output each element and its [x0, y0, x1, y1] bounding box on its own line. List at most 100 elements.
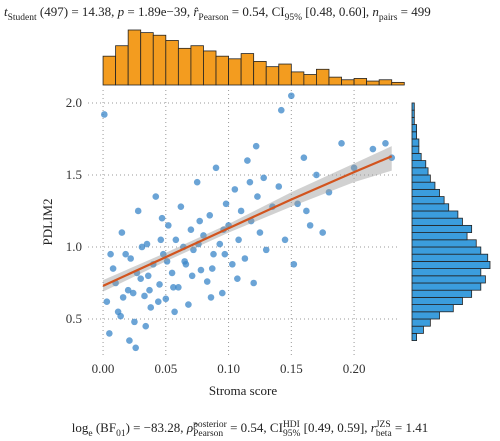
point: [234, 275, 241, 282]
x-tick-label: 0.00: [92, 361, 115, 376]
text-part: n: [372, 4, 379, 19]
text-part: = 0.54, CI: [228, 4, 284, 19]
point: [187, 226, 195, 234]
text-part: p: [117, 4, 125, 19]
text-part: 01: [116, 429, 126, 439]
y-histogram-bar: [411, 188, 440, 197]
point: [129, 289, 137, 297]
y-histogram-bar: [411, 296, 463, 305]
point: [157, 236, 165, 244]
text-part: beta: [376, 429, 393, 439]
point: [109, 265, 117, 272]
y-histogram-bar: [411, 246, 482, 255]
point: [350, 164, 358, 172]
point: [303, 207, 310, 215]
x-tick-label: 0.15: [280, 361, 303, 376]
x-histogram-bar: [203, 50, 217, 86]
text-part: (BF: [93, 420, 116, 435]
y-histogram-bar: [411, 109, 415, 118]
text-part: = 0.54, CI: [227, 420, 283, 435]
text-part: r̂: [193, 4, 199, 19]
x-histogram-bar: [278, 63, 292, 86]
point: [222, 200, 230, 208]
point: [127, 255, 134, 262]
point: [207, 294, 215, 301]
point: [206, 211, 214, 219]
text-part: Pearson: [198, 13, 228, 23]
text-part: log: [72, 420, 89, 435]
text-part: JZS: [376, 420, 391, 430]
text-part: (497) = 14.38,: [37, 4, 118, 19]
y-histogram-bar: [411, 174, 431, 183]
y-histogram-bar: [411, 282, 482, 291]
x-histogram-bar: [341, 79, 355, 86]
point: [300, 154, 308, 161]
point: [216, 240, 224, 248]
y-histogram-bar: [411, 253, 489, 262]
y-histogram-bar: [411, 275, 486, 284]
point: [313, 171, 320, 179]
point: [319, 229, 326, 236]
point: [171, 308, 178, 316]
x-histogram-bar: [290, 71, 305, 86]
point: [126, 337, 133, 344]
x-histogram-bar: [253, 61, 267, 86]
x-histogram-bar: [165, 40, 179, 86]
point: [168, 269, 176, 277]
point: [229, 260, 236, 268]
text-part: Student: [8, 13, 37, 23]
point: [196, 217, 204, 225]
y-histogram-bar: [411, 145, 420, 154]
y-histogram-bar: [411, 116, 415, 125]
y-histogram-bar: [411, 311, 440, 320]
point: [106, 330, 113, 337]
point: [237, 207, 245, 215]
point: [147, 304, 155, 311]
point: [101, 111, 108, 118]
text-part: [0.49, 0.59],: [300, 420, 370, 435]
y-histogram-bar: [411, 210, 459, 219]
x-histogram-bar: [115, 45, 129, 86]
text-part: 95%: [285, 13, 303, 23]
point: [137, 275, 145, 282]
y-axis-label: PDLIM2: [40, 199, 55, 246]
x-histogram-bar: [177, 47, 192, 86]
x-histogram-bar: [378, 79, 393, 86]
x-tick-label: 0.10: [217, 361, 240, 376]
point: [188, 272, 196, 280]
y-histogram-bar: [411, 304, 454, 313]
point: [250, 279, 257, 287]
x-histogram-bar: [303, 74, 317, 86]
y-tick-label: 0.5: [66, 311, 82, 326]
y-histogram-bar: [411, 196, 445, 205]
text-part: = 1.89e−39,: [124, 4, 193, 19]
point: [294, 200, 301, 208]
point: [254, 193, 261, 200]
x-histogram-bar: [366, 80, 380, 86]
x-histogram-bar: [265, 66, 280, 86]
y-histogram-bar: [411, 332, 417, 341]
point: [119, 294, 127, 301]
y-histogram-bar: [411, 152, 422, 161]
x-axis-label: Stroma score: [209, 383, 277, 398]
point: [185, 301, 192, 308]
point: [144, 272, 152, 280]
point: [165, 222, 172, 229]
point: [134, 207, 142, 215]
point: [325, 188, 333, 196]
subtitle: tStudent (497) = 14.38, p = 1.89e−39, r̂…: [4, 4, 431, 23]
point: [275, 183, 283, 190]
y-histogram-bar: [411, 232, 468, 241]
y-histogram-bar: [411, 260, 491, 269]
point: [277, 106, 285, 114]
point: [177, 203, 185, 210]
point: [306, 222, 314, 229]
text-part: t: [4, 4, 8, 19]
point: [231, 186, 239, 193]
point: [124, 286, 132, 294]
y-tick-label: 2.0: [66, 95, 82, 110]
x-histogram-bar: [240, 53, 255, 86]
point: [138, 243, 146, 251]
point: [143, 240, 151, 248]
